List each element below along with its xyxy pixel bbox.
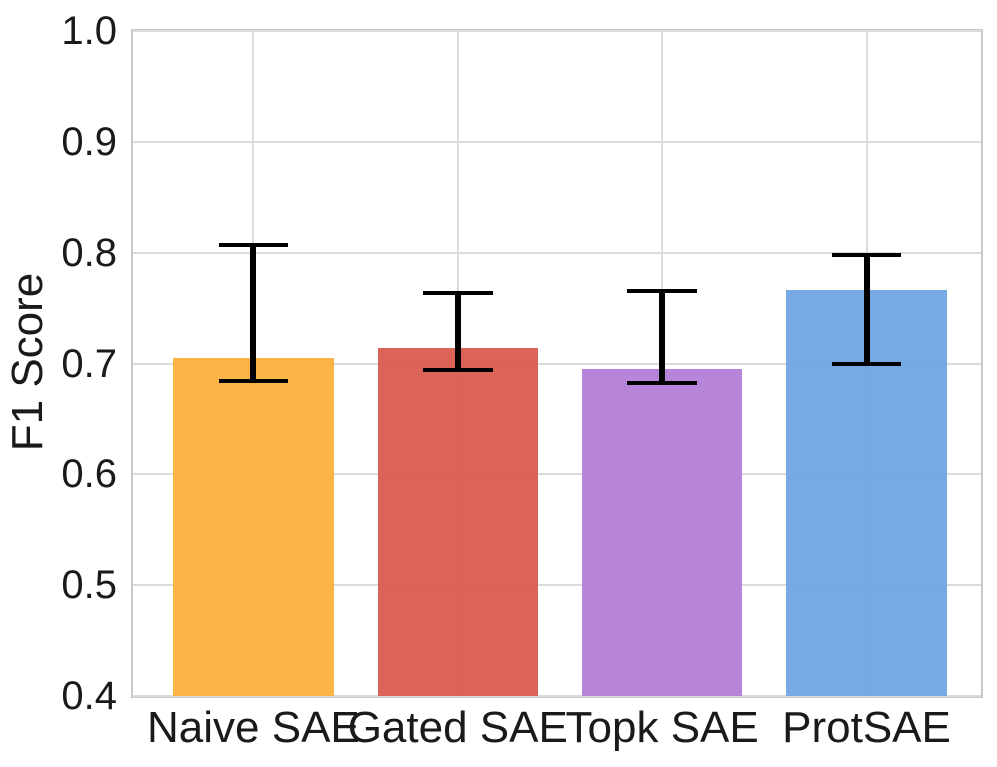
y-gridline xyxy=(133,140,981,143)
error-bar xyxy=(863,254,870,364)
y-tick-label: 1.0 xyxy=(61,9,117,53)
error-bar-cap-bottom xyxy=(218,379,289,384)
error-bar-cap-top xyxy=(627,289,697,294)
y-tick-label: 0.5 xyxy=(61,563,117,608)
y-tick-label: 0.7 xyxy=(61,341,117,386)
error-bar-cap-top xyxy=(218,242,289,247)
error-bar-cap-bottom xyxy=(627,381,697,386)
error-bar xyxy=(659,291,666,384)
bar-naive-sae xyxy=(173,357,334,696)
y-tick-label: 0.6 xyxy=(61,452,117,497)
y-gridline xyxy=(133,473,981,476)
error-bar xyxy=(454,292,461,371)
bar-gated-sae xyxy=(377,347,538,696)
x-tick-label: Naive SAE xyxy=(147,703,360,752)
bar-topk-sae xyxy=(582,369,743,696)
error-bar-cap-top xyxy=(831,252,902,257)
y-gridline xyxy=(133,695,981,697)
y-gridline xyxy=(133,362,981,365)
y-tick-label: 0.4 xyxy=(61,674,117,718)
error-bar xyxy=(250,244,257,382)
error-bar-cap-bottom xyxy=(423,368,493,373)
x-tick-label: Topk SAE xyxy=(565,703,759,752)
y-gridline xyxy=(133,251,981,254)
x-tick-label: ProtSAE xyxy=(782,703,951,752)
y-tick-label: 0.9 xyxy=(61,119,117,164)
y-gridline xyxy=(133,30,981,32)
plot-area: 0.4 0.5 0.6 0.7 0.8 0.9 1.0 Naive SAE Gated SAE T… xyxy=(61,11,983,750)
error-bar-cap-top xyxy=(423,290,493,295)
x-tick-label: Gated SAE xyxy=(347,703,568,752)
y-gridline xyxy=(133,584,981,587)
y-tick-label: 0.8 xyxy=(61,230,117,275)
y-axis-label: F1 Score xyxy=(3,272,52,452)
error-bar-cap-bottom xyxy=(831,361,902,366)
